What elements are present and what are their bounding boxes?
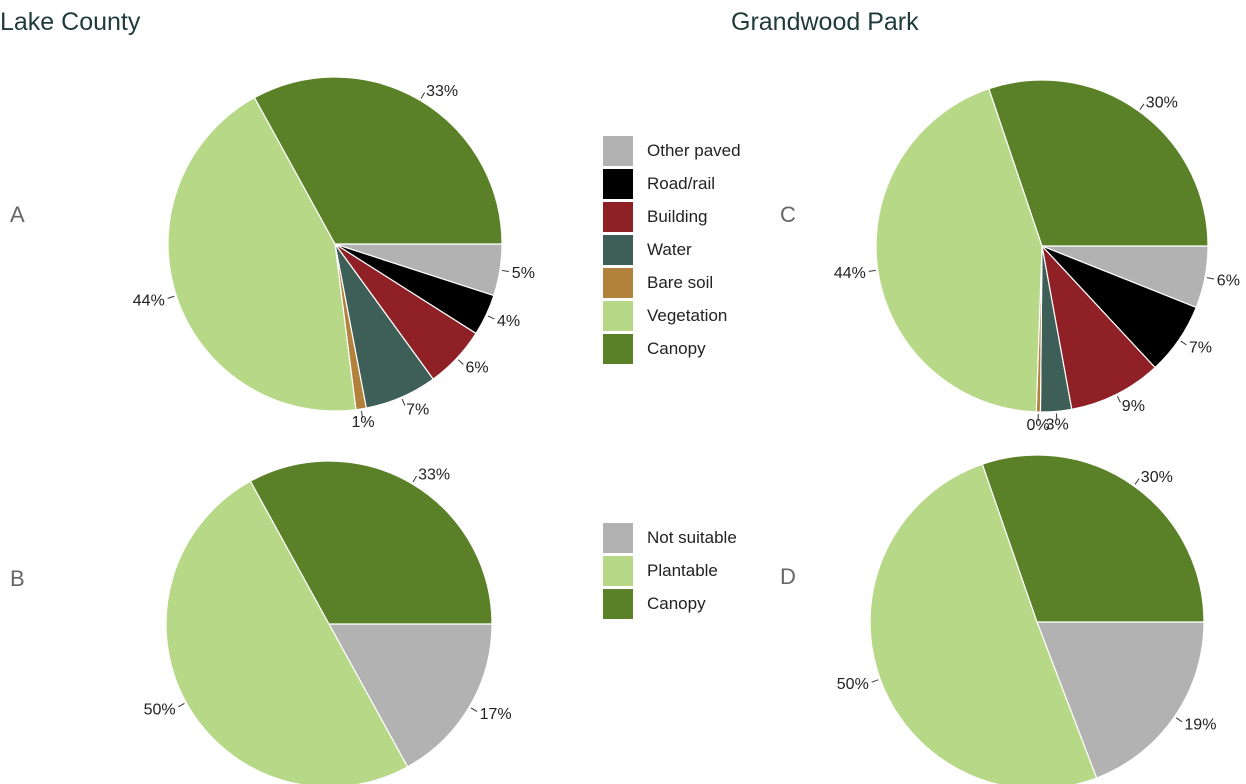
legend-label: Plantable bbox=[647, 560, 718, 580]
slice-label: 44% bbox=[834, 265, 866, 282]
legend-item: Road/rail bbox=[603, 167, 741, 200]
slice-label: 30% bbox=[1141, 469, 1173, 486]
slice-label: 6% bbox=[466, 360, 489, 377]
slice-label: 9% bbox=[1122, 398, 1145, 415]
legend-item: Water bbox=[603, 233, 741, 266]
label-leader bbox=[501, 269, 509, 273]
panel-letter-d: D bbox=[780, 564, 796, 589]
heading-grandwood-park: Grandwood Park bbox=[731, 8, 919, 36]
legend-swatch bbox=[603, 522, 633, 553]
pie-slice bbox=[981, 454, 1205, 623]
label-leader bbox=[1139, 103, 1145, 110]
legend-swatch bbox=[603, 267, 633, 298]
slice-label: 7% bbox=[1189, 340, 1212, 357]
legend-item: Not suitable bbox=[603, 521, 737, 554]
pie-c: 6% 7% 9% 3%0% 44% 30% bbox=[834, 79, 1240, 434]
legend-item: Other paved bbox=[603, 134, 741, 167]
label-leader bbox=[1116, 395, 1121, 403]
pie-d: 19% 50% 30% bbox=[837, 454, 1216, 784]
label-leader bbox=[401, 398, 406, 406]
slice-label: 4% bbox=[497, 313, 520, 330]
label-leader bbox=[487, 315, 495, 320]
label-leader bbox=[412, 475, 417, 483]
slice-label: 7% bbox=[406, 401, 429, 418]
pie-a: 5% 4% 6% 7% 1% 44% 33% bbox=[133, 76, 535, 431]
slice-label: 1% bbox=[351, 414, 374, 431]
slice-label: 50% bbox=[837, 676, 869, 693]
legend-swatch bbox=[603, 300, 633, 331]
pie-slice bbox=[249, 460, 493, 625]
legend-label: Water bbox=[647, 239, 692, 259]
label-leader bbox=[1180, 340, 1187, 346]
label-leader bbox=[1134, 478, 1140, 485]
label-leader bbox=[470, 707, 478, 712]
legend-land-cover: Other paved Road/rail Building Water Bare so… bbox=[603, 134, 741, 365]
slice-label: 30% bbox=[1146, 94, 1178, 111]
legend-swatch bbox=[603, 588, 633, 619]
label-leader bbox=[1175, 717, 1183, 723]
legend-item: Building bbox=[603, 200, 741, 233]
label-leader bbox=[1206, 277, 1214, 280]
heading-lake-county: Lake County bbox=[0, 8, 141, 36]
legend-item: Canopy bbox=[603, 587, 737, 620]
label-leader bbox=[167, 295, 175, 299]
legend-swatch bbox=[603, 555, 633, 586]
slice-label: 0% bbox=[1027, 417, 1050, 434]
pie-slice bbox=[165, 480, 409, 784]
pie-b: 17% 50% 33% bbox=[144, 460, 512, 784]
label-leader bbox=[871, 679, 879, 683]
slice-label: 33% bbox=[418, 466, 450, 483]
panel-letter-c: C bbox=[780, 202, 796, 227]
pie-slice bbox=[869, 463, 1098, 784]
label-leader bbox=[457, 359, 464, 365]
legend-item: Canopy bbox=[603, 332, 741, 365]
panel-letter-a: A bbox=[10, 202, 25, 227]
slice-label: 44% bbox=[133, 292, 165, 309]
slice-label: 3% bbox=[1046, 416, 1069, 433]
pie-slice bbox=[253, 76, 503, 245]
legend-swatch bbox=[603, 234, 633, 265]
legend-item: Plantable bbox=[603, 554, 737, 587]
panel-letter-b: B bbox=[10, 566, 25, 591]
slice-label: 50% bbox=[144, 701, 176, 718]
label-leader bbox=[868, 269, 876, 272]
legend-suitability: Not suitable Plantable Canopy bbox=[603, 521, 737, 620]
slice-label: 33% bbox=[426, 83, 458, 100]
legend-swatch bbox=[603, 168, 633, 199]
slice-label: 19% bbox=[1184, 717, 1216, 734]
legend-swatch bbox=[603, 333, 633, 364]
legend-swatch bbox=[603, 135, 633, 166]
pie-slice bbox=[988, 79, 1209, 247]
legend-label: Other paved bbox=[647, 140, 741, 160]
pie-slice bbox=[875, 87, 1043, 413]
pie-slice bbox=[167, 96, 357, 412]
legend-label: Canopy bbox=[647, 338, 706, 358]
label-leader bbox=[1055, 413, 1058, 421]
pie-slice bbox=[1036, 621, 1205, 779]
legend-item: Vegetation bbox=[603, 299, 741, 332]
legend-label: Canopy bbox=[647, 593, 706, 613]
legend-label: Building bbox=[647, 206, 708, 226]
legend-label: Vegetation bbox=[647, 305, 728, 325]
label-leader bbox=[178, 703, 185, 708]
label-leader bbox=[360, 410, 364, 418]
pie-slice bbox=[327, 623, 493, 768]
legend-label: Bare soil bbox=[647, 272, 714, 292]
legend-label: Not suitable bbox=[647, 527, 737, 547]
legend-item: Bare soil bbox=[603, 266, 741, 299]
slice-label: 17% bbox=[480, 706, 512, 723]
slice-label: 6% bbox=[1217, 273, 1240, 290]
legend-label: Road/rail bbox=[647, 173, 716, 193]
pie-slice bbox=[1041, 244, 1156, 411]
slice-label: 5% bbox=[512, 265, 535, 282]
label-leader bbox=[420, 92, 426, 99]
legend-swatch bbox=[603, 201, 633, 232]
